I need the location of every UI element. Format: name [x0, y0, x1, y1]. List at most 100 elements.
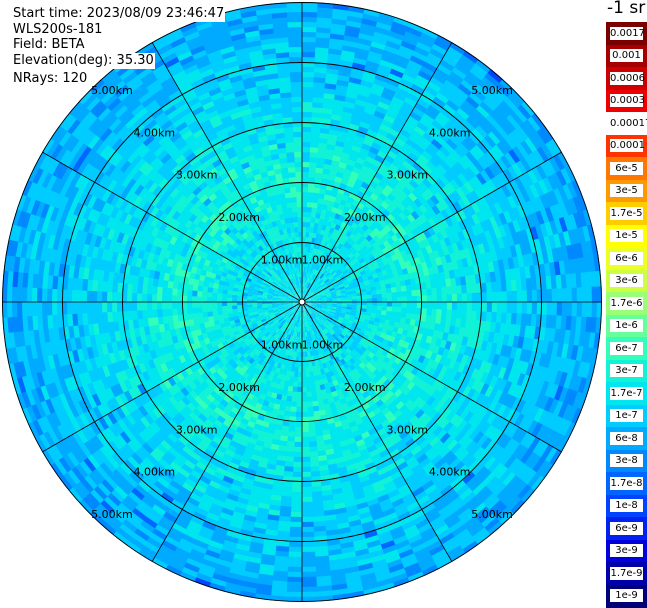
field-cell: [492, 302, 498, 313]
field-cell: [296, 186, 302, 192]
field-cell: [191, 302, 197, 308]
field-cell: [302, 136, 311, 142]
field-cell: [297, 392, 302, 398]
field-cell: [367, 305, 373, 309]
field-cell: [397, 297, 403, 303]
field-cell: [367, 302, 373, 306]
field-cell: [447, 302, 453, 310]
field-cell: [302, 377, 306, 383]
field-cell: [294, 151, 302, 157]
field-cell: [497, 292, 503, 303]
field-cell: [176, 295, 182, 302]
field-cell: [106, 291, 112, 302]
field-cell: [302, 382, 307, 388]
field-cell: [302, 442, 310, 448]
field-cell: [382, 302, 388, 307]
field-cell: [305, 232, 309, 238]
field-cell: [302, 201, 308, 207]
field-cell: [297, 201, 303, 207]
field-cell: [302, 372, 306, 378]
field-cell: [302, 106, 313, 112]
field-cell: [211, 302, 217, 307]
field-cell: [302, 367, 306, 373]
field-cell: [298, 216, 303, 222]
field-cell: [362, 302, 368, 306]
field-cell: [298, 362, 302, 368]
field-cell: [482, 302, 488, 312]
field-cell: [302, 387, 307, 393]
field-cell: [305, 367, 309, 373]
field-cell: [457, 302, 463, 311]
field-cell: [293, 467, 302, 473]
field-cell: [302, 246, 305, 252]
field-cell: [166, 295, 172, 302]
field-cell: [176, 302, 182, 309]
field-cell: [367, 295, 373, 299]
field-cell: [367, 298, 373, 302]
field-cell: [293, 462, 302, 468]
field-cell: [296, 407, 302, 413]
field-cell: [299, 352, 302, 358]
field-cell: [156, 302, 162, 310]
field-cell: [295, 237, 299, 243]
field-cell: [296, 402, 302, 408]
field-cell: [294, 447, 302, 453]
field-cell: [232, 305, 238, 309]
field-cell: [298, 231, 302, 237]
field-cell: [387, 302, 393, 307]
field-cell: [136, 293, 142, 302]
field-cell: [377, 302, 383, 306]
field-cell: [294, 156, 302, 162]
field-cell: [298, 377, 302, 383]
field-cell: [232, 295, 238, 299]
field-cell: [231, 302, 237, 306]
field-cell: [407, 296, 413, 302]
field-cell: [295, 176, 302, 182]
field-cell: [302, 236, 306, 242]
field-cell: [298, 221, 302, 227]
field-cell: [221, 298, 227, 302]
field-cell: [392, 302, 398, 307]
field-cell: [171, 295, 177, 302]
field-cell: [302, 497, 313, 503]
field-cell: [296, 191, 302, 197]
field-cell: [302, 226, 306, 232]
field-cell: [302, 171, 309, 177]
field-cell: [302, 156, 310, 162]
field-cell: [298, 226, 302, 232]
field-cell: [302, 196, 308, 202]
field-cell: [206, 297, 212, 302]
field-cell: [126, 293, 132, 303]
field-cell: [236, 298, 242, 302]
field-cell: [116, 292, 122, 302]
field-cell: [347, 302, 353, 305]
field-cell: [302, 407, 308, 413]
field-cell: [293, 126, 303, 132]
field-cell: [222, 306, 228, 311]
field-cell: [294, 222, 299, 228]
field-cell: [302, 186, 308, 192]
field-cell: [402, 297, 408, 303]
field-cell: [492, 292, 498, 303]
field-cell: [362, 295, 368, 299]
field-cell: [206, 302, 212, 307]
field-cell: [305, 362, 309, 368]
field-cell: [295, 367, 299, 373]
field-cell: [302, 492, 313, 498]
field-cell: [111, 292, 117, 302]
field-cell: [302, 191, 308, 197]
field-cell: [236, 302, 242, 306]
field-cell: [161, 294, 167, 302]
field-cell: [302, 507, 313, 513]
field-cell: [141, 302, 147, 311]
field-cell: [292, 111, 302, 117]
field-cell: [487, 302, 493, 312]
field-cell: [362, 299, 368, 303]
field-cell: [131, 293, 137, 302]
field-cell: [146, 302, 152, 310]
field-cell: [352, 302, 358, 305]
field-cell: [295, 232, 299, 238]
field-cell: [387, 297, 393, 302]
field-cell: [302, 231, 306, 237]
field-cell: [294, 227, 298, 233]
